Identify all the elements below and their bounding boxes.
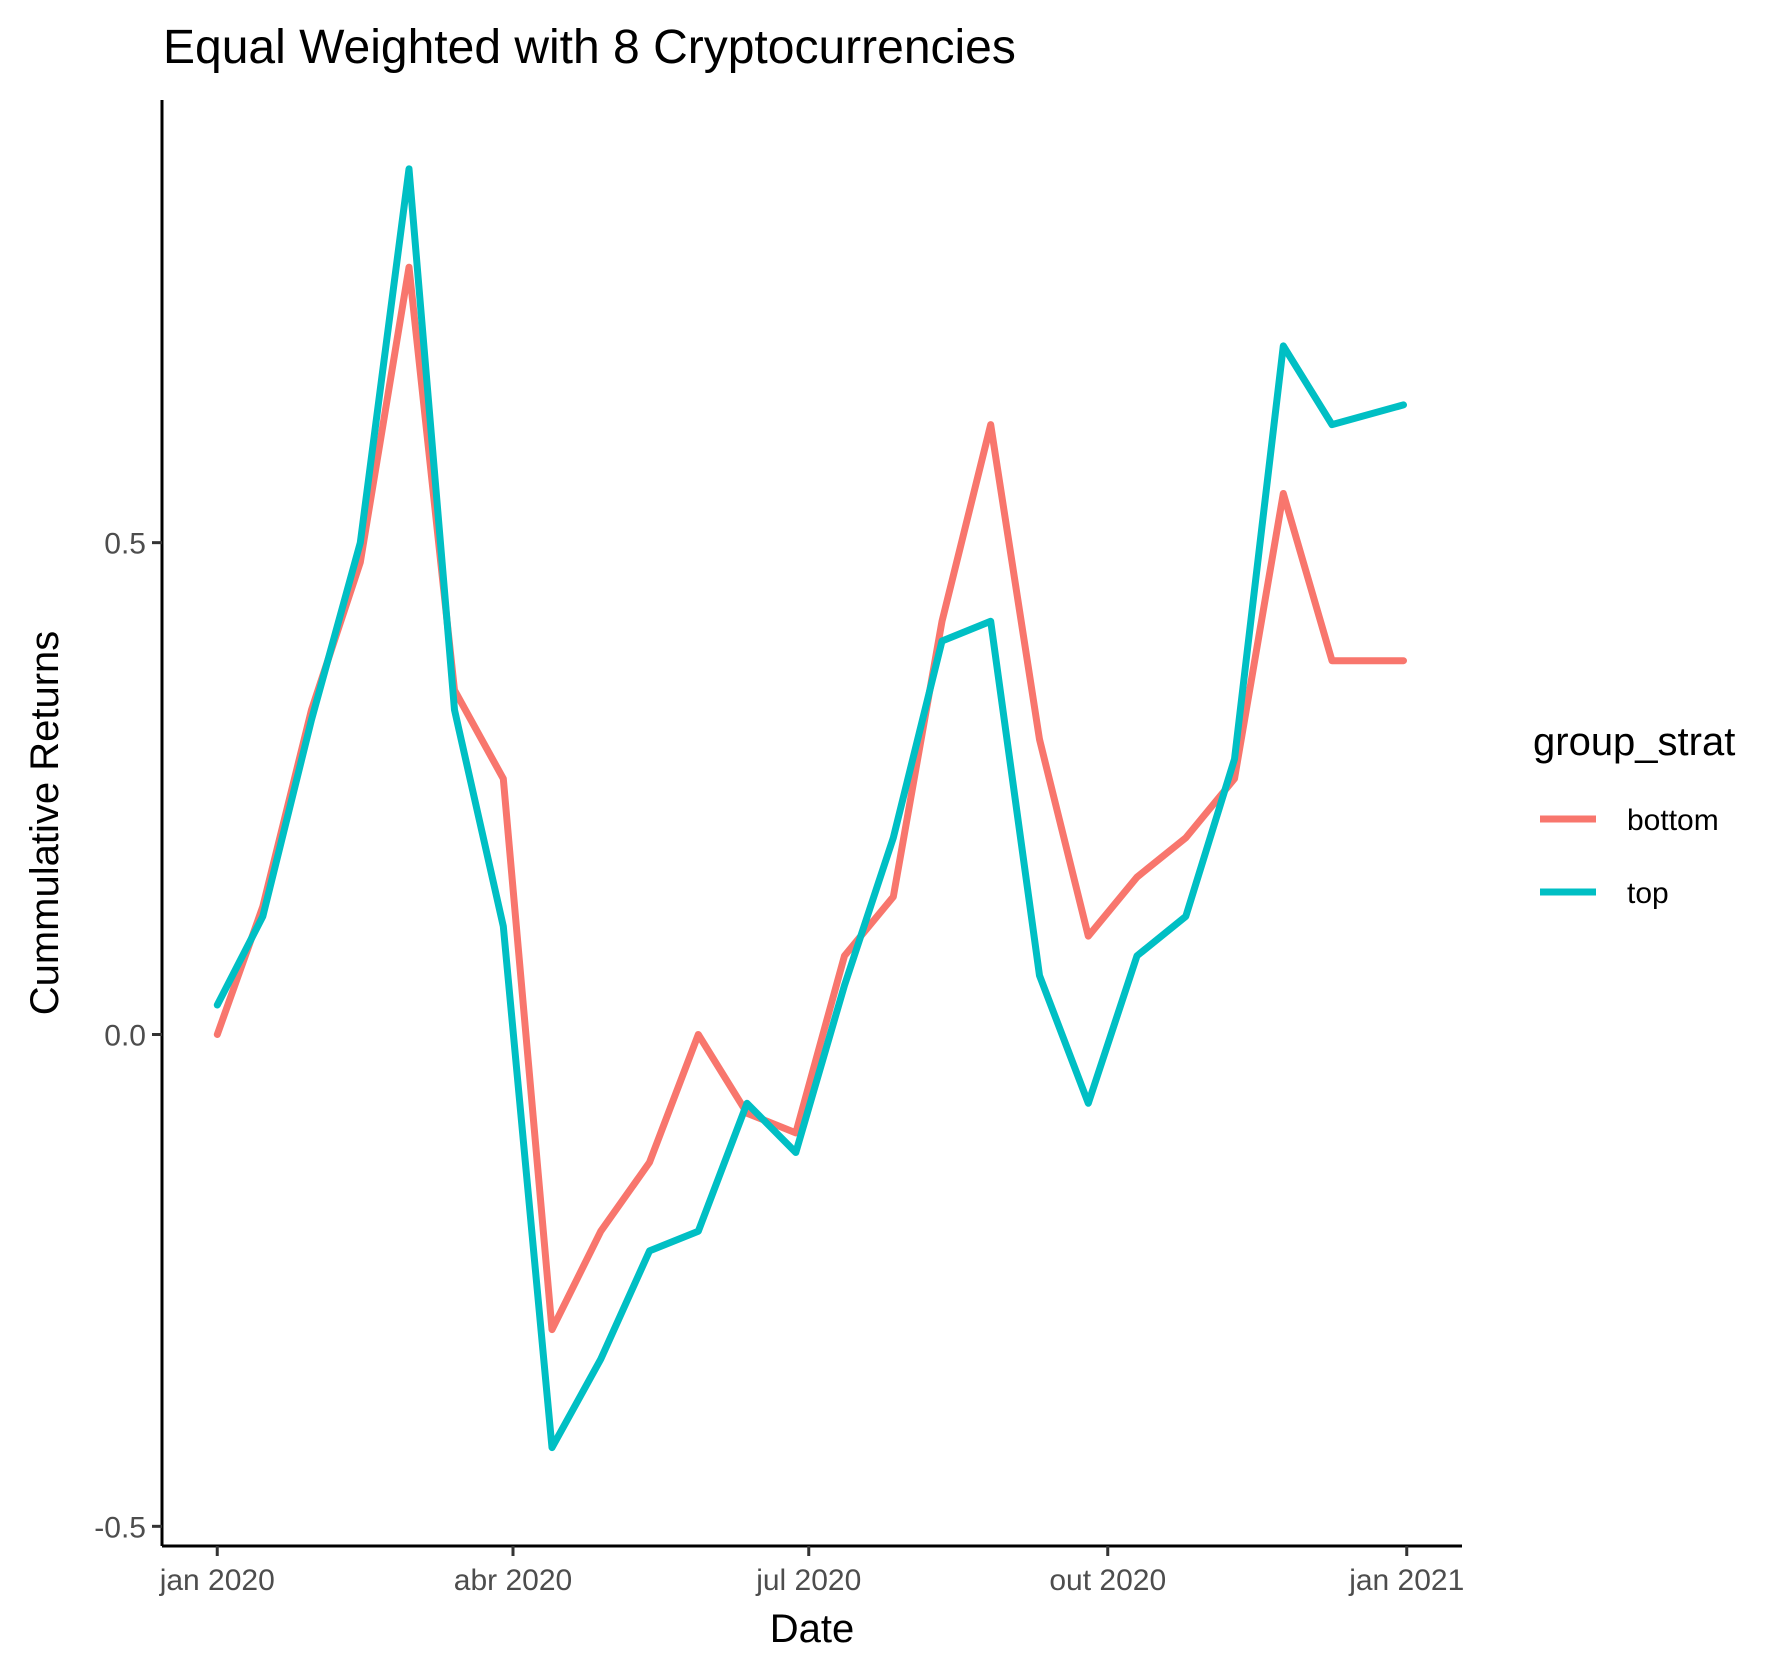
x-axis-title: Date bbox=[770, 1607, 855, 1651]
x-tick-label: jul 2020 bbox=[755, 1564, 861, 1597]
legend-label-bottom: bottom bbox=[1627, 804, 1719, 837]
y-tick-label: -0.5 bbox=[94, 1511, 146, 1544]
y-tick-label: 0.5 bbox=[104, 528, 146, 561]
y-tick-label: 0.0 bbox=[104, 1019, 146, 1052]
series-lines bbox=[213, 165, 1407, 1452]
plot-area: jan 2020 abr 2020 jul 2020 out 2020 jan 2021… bbox=[94, 100, 1464, 1597]
chart-title: Equal Weighted with 8 Cryptocurrencies bbox=[163, 21, 1016, 74]
x-tick-label: jan 2020 bbox=[159, 1564, 275, 1597]
y-axis-title: Cummulative Returns bbox=[23, 631, 67, 1016]
x-tick-label: out 2020 bbox=[1049, 1564, 1166, 1597]
x-tick-label: abr 2020 bbox=[454, 1564, 572, 1597]
x-tick-label: jan 2021 bbox=[1348, 1564, 1464, 1597]
legend: group_strat bottom top bbox=[1533, 720, 1735, 910]
legend-title: group_strat bbox=[1533, 720, 1735, 764]
series-line-bottom bbox=[213, 263, 1407, 1334]
y-axis-ticks: -0.5 0.0 0.5 bbox=[94, 528, 162, 1544]
series-line-top bbox=[213, 165, 1407, 1452]
x-axis-ticks: jan 2020 abr 2020 jul 2020 out 2020 jan 2021 bbox=[159, 1546, 1464, 1597]
legend-label-top: top bbox=[1627, 877, 1669, 910]
